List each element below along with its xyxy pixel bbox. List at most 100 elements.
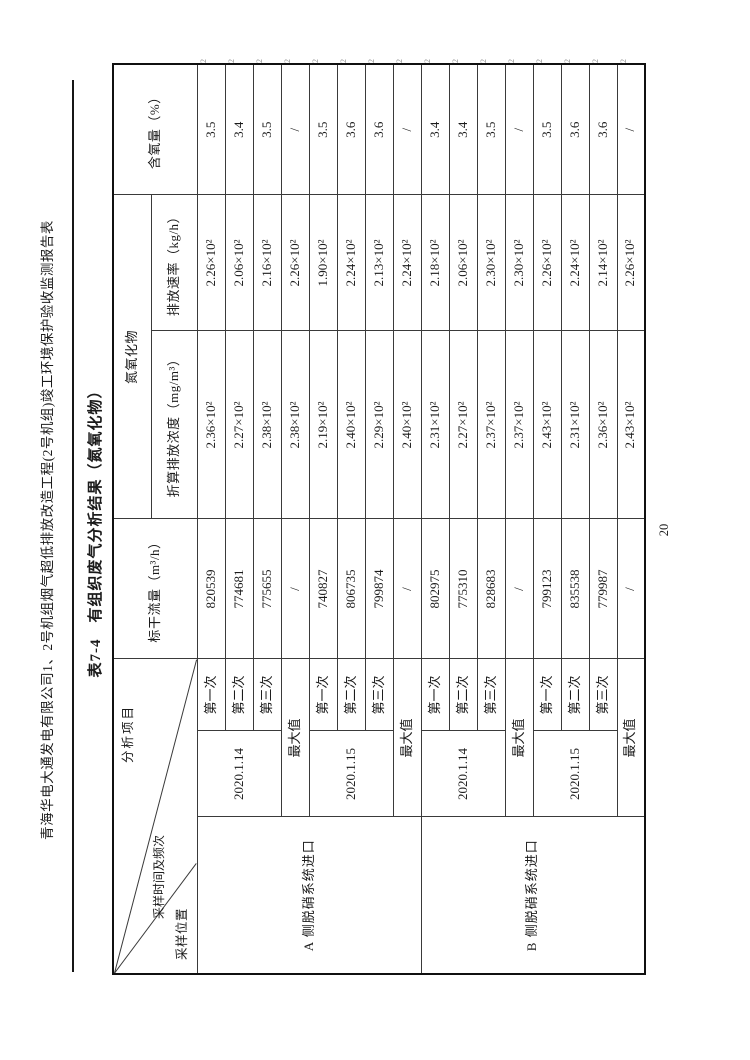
cell-conc: 2.19×10² xyxy=(309,331,337,519)
cell-o2: 3.6 xyxy=(337,63,365,195)
scan-artifact-glyph: 2 xyxy=(535,59,544,63)
cell-conc: 2.40×10² xyxy=(337,331,365,519)
scan-artifact-glyph: 2 xyxy=(507,59,516,63)
table-row: A 侧脱硝系统进口 2020.1.14 第一次 820539 2.36×10² … xyxy=(197,63,421,974)
cell-seq: 第二次 xyxy=(225,659,253,731)
cell-o2: / xyxy=(505,63,533,195)
table-row: B 侧脱硝系统进口 2020.1.14 第一次 802975 2.31×10² … xyxy=(421,63,645,974)
cell-date: 2020.1.14 xyxy=(197,731,281,817)
cell-o2: 3.4 xyxy=(449,63,477,195)
cell-rate: 2.30×10² xyxy=(505,194,533,331)
cell-flow: 802975 xyxy=(421,519,449,659)
cell-flow: 775310 xyxy=(449,519,477,659)
cell-rate: 2.26×10² xyxy=(197,194,225,331)
cell-date: 2020.1.14 xyxy=(421,731,505,817)
cell-seq: 第一次 xyxy=(533,659,561,731)
cell-conc: 2.36×10² xyxy=(197,331,225,519)
cell-seq: 第二次 xyxy=(337,659,365,731)
cell-seq: 第三次 xyxy=(253,659,281,731)
cell-rate: 2.26×10² xyxy=(617,194,645,331)
cell-conc: 2.40×10² xyxy=(393,331,421,519)
cell-rate: 2.14×10² xyxy=(589,194,617,331)
cell-conc: 2.31×10² xyxy=(421,331,449,519)
scan-artifact-glyph: 2 xyxy=(591,59,600,63)
cell-seq: 第一次 xyxy=(421,659,449,731)
cell-rate: 2.16×10² xyxy=(253,194,281,331)
cell-rate: 1.90×10² xyxy=(309,194,337,331)
cell-date: 2020.1.15 xyxy=(309,731,393,817)
scan-artifact-glyph: 2 xyxy=(283,59,292,63)
scan-artifact-glyph: 2 xyxy=(451,59,460,63)
document-header: 青海华电大通发电有限公司1、2号机组烟气超低排放改造工程(2号机组)竣工环境保护… xyxy=(40,220,55,840)
cell-seq: 第二次 xyxy=(449,659,477,731)
scan-artifact-glyph: 2 xyxy=(619,59,628,63)
scan-artifact-glyph: 2 xyxy=(199,59,208,63)
cell-group-a: A 侧脱硝系统进口 xyxy=(197,817,421,974)
scan-artifact-glyph: 2 xyxy=(367,59,376,63)
cell-o2: 3.6 xyxy=(365,63,393,195)
cell-rate: 2.24×10² xyxy=(561,194,589,331)
cell-o2: 3.4 xyxy=(421,63,449,195)
cell-rate: 2.18×10² xyxy=(421,194,449,331)
cell-rate: 2.30×10² xyxy=(477,194,505,331)
cell-rate: 2.24×10² xyxy=(393,194,421,331)
label-sampling-time-frequency: 采样时间及频次 xyxy=(152,834,166,919)
header-rate: 排放速率（kg/h） xyxy=(151,194,197,331)
cell-o2: 3.5 xyxy=(253,63,281,195)
cell-flow: / xyxy=(281,519,309,659)
cell-max-label: 最大值 xyxy=(505,659,533,817)
cell-o2: / xyxy=(617,63,645,195)
page-number: 20 xyxy=(657,523,671,537)
cell-flow: / xyxy=(617,519,645,659)
scan-artifact-glyph: 2 xyxy=(311,59,320,63)
cell-conc: 2.37×10² xyxy=(477,331,505,519)
page-title: 表7-4 有组织废气分析结果（氮氧化物） xyxy=(88,382,104,678)
cell-o2: 3.6 xyxy=(561,63,589,195)
cell-seq: 第三次 xyxy=(477,659,505,731)
scan-artifact-glyph: 2 xyxy=(423,59,432,63)
results-table: 分析项目 采样时间及频次 采样位置 标干流量（m³/h） 氮氧化物 含氧量（%）… xyxy=(112,62,646,975)
cell-conc: 2.38×10² xyxy=(281,331,309,519)
cell-o2: 3.6 xyxy=(589,63,617,195)
cell-flow: 806735 xyxy=(337,519,365,659)
cell-flow: 740827 xyxy=(309,519,337,659)
cell-flow: 775655 xyxy=(253,519,281,659)
cell-o2: / xyxy=(393,63,421,195)
cell-rate: 2.26×10² xyxy=(533,194,561,331)
cell-flow: / xyxy=(505,519,533,659)
cell-flow: 774681 xyxy=(225,519,253,659)
cell-conc: 2.29×10² xyxy=(365,331,393,519)
cell-conc: 2.38×10² xyxy=(253,331,281,519)
scan-artifact-glyph: 2 xyxy=(395,59,404,63)
cell-conc: 2.43×10² xyxy=(617,331,645,519)
cell-conc: 2.31×10² xyxy=(561,331,589,519)
cell-flow: 779987 xyxy=(589,519,617,659)
diagonal-header-cell: 分析项目 采样时间及频次 采样位置 xyxy=(113,659,197,974)
cell-group-b: B 侧脱硝系统进口 xyxy=(421,817,645,974)
label-sampling-position: 采样位置 xyxy=(175,907,189,960)
label-analysis-item: 分析项目 xyxy=(121,704,135,763)
cell-conc: 2.27×10² xyxy=(225,331,253,519)
cell-max-label: 最大值 xyxy=(281,659,309,817)
cell-flow: 799874 xyxy=(365,519,393,659)
header-concentration: 折算排放浓度（mg/m³） xyxy=(151,331,197,519)
cell-o2: 3.5 xyxy=(309,63,337,195)
scan-artifact-glyph: 2 xyxy=(479,59,488,63)
cell-o2: 3.5 xyxy=(477,63,505,195)
diagonal-box: 分析项目 采样时间及频次 采样位置 xyxy=(114,659,197,974)
header-nox-group: 氮氧化物 xyxy=(113,194,151,519)
cell-o2: 3.5 xyxy=(533,63,561,195)
cell-conc: 2.37×10² xyxy=(505,331,533,519)
scan-artifact-glyph: 2 xyxy=(227,59,236,63)
cell-flow: / xyxy=(393,519,421,659)
cell-seq: 第一次 xyxy=(197,659,225,731)
cell-conc: 2.27×10² xyxy=(449,331,477,519)
cell-seq: 第三次 xyxy=(589,659,617,731)
cell-rate: 2.26×10² xyxy=(281,194,309,331)
scan-artifact-glyph: 2 xyxy=(255,59,264,63)
cell-o2: 3.5 xyxy=(197,63,225,195)
header-oxygen: 含氧量（%） xyxy=(113,63,197,195)
cell-date: 2020.1.15 xyxy=(533,731,617,817)
